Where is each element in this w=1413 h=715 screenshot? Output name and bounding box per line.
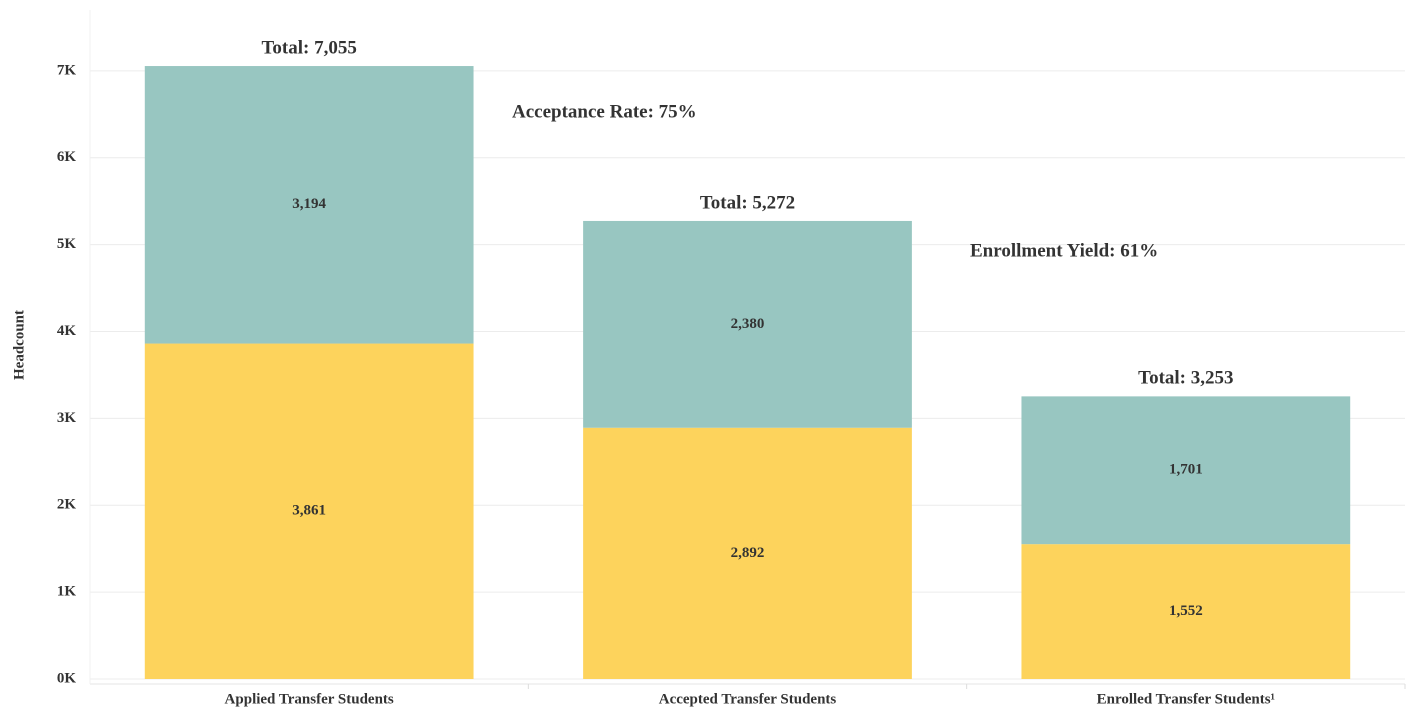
y-tick-label: 0K [57,670,77,686]
x-tick-label: Applied Transfer Students [225,691,394,707]
bar-segment [583,427,912,679]
y-tick-label: 6K [57,149,77,165]
annotation: Enrollment Yield: 61% [970,240,1158,261]
y-tick-label: 2K [57,497,77,513]
y-tick-label: 4K [57,323,77,339]
value-label: 3,194 [292,196,326,212]
bar-segment [144,66,474,344]
annotation: Acceptance Rate: 75% [512,101,697,122]
bar-segment [583,220,912,428]
value-label: 1,552 [1169,603,1203,619]
y-tick-label: 7K [57,62,77,78]
total-label: Total: 5,272 [700,192,795,213]
value-label: 2,892 [731,545,765,561]
x-tick-label: Enrolled Transfer Students¹ [1097,691,1275,707]
bar-segment [1021,396,1351,545]
y-tick-label: 5K [57,236,77,252]
value-label: 1,701 [1169,462,1203,478]
total-label: Total: 3,253 [1138,368,1233,389]
bar-segment [144,343,474,679]
y-tick-label: 3K [57,410,77,426]
bar-segment [1021,544,1351,679]
value-label: 2,380 [731,316,765,332]
total-label: Total: 7,055 [261,37,356,58]
y-axis-label: Headcount [11,310,27,380]
value-label: 3,861 [292,503,326,519]
x-tick-label: Accepted Transfer Students [659,691,837,707]
y-tick-label: 1K [57,584,77,600]
